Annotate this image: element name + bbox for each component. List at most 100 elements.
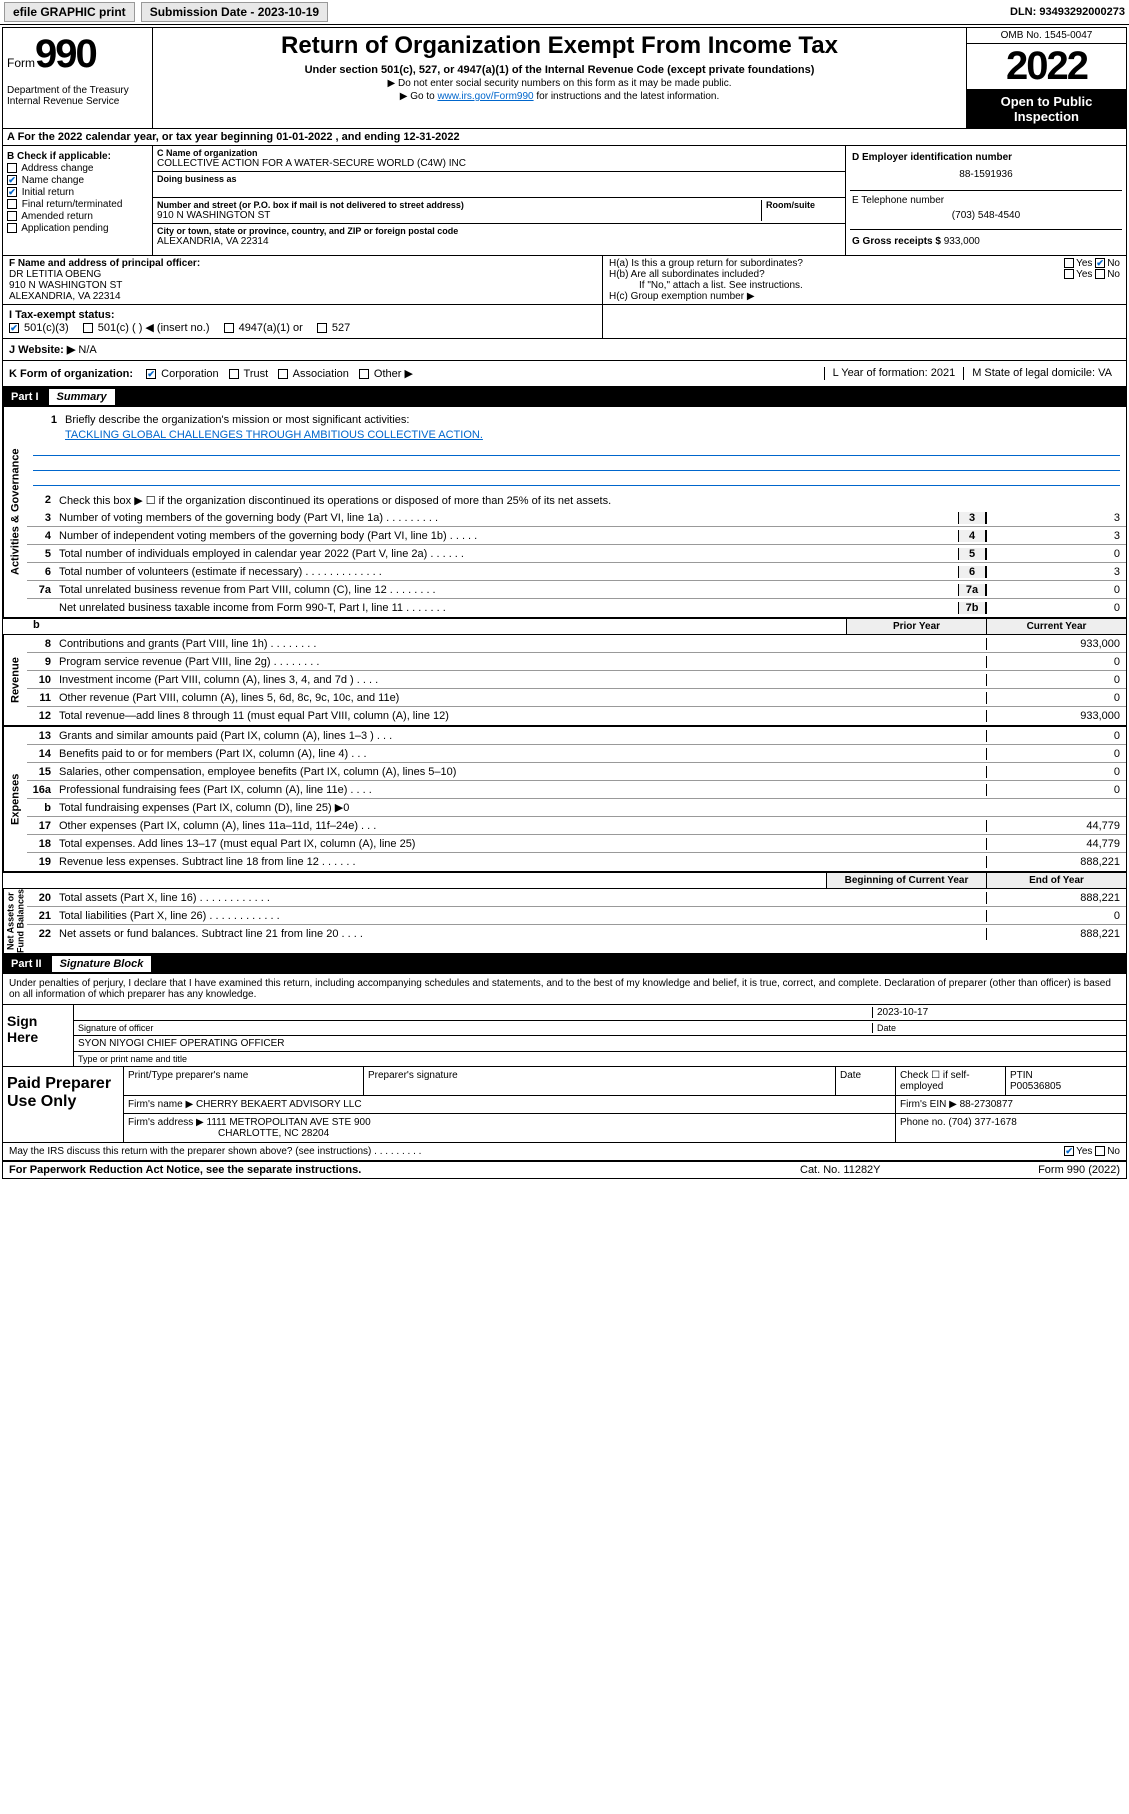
open-inspection-badge: Open to Public Inspection (967, 90, 1126, 128)
gov-line-5: 5Total number of individuals employed in… (27, 545, 1126, 563)
dln-label: DLN: 93493292000273 (1010, 6, 1125, 18)
perjury-statement: Under penalties of perjury, I declare th… (3, 974, 1126, 1005)
form-org-label: K Form of organization: (9, 368, 133, 380)
prep-sig-label: Preparer's signature (364, 1067, 836, 1095)
row-fh: F Name and address of principal officer:… (3, 256, 1126, 305)
telephone-value: (703) 548-4540 (852, 206, 1120, 225)
submission-date-button[interactable]: Submission Date - 2023-10-19 (141, 2, 328, 22)
rev-lines-row-9: 9Program service revenue (Part VIII, lin… (27, 653, 1126, 671)
col-b-checkboxes: B Check if applicable: Address change✔ N… (3, 146, 153, 255)
row-i-tax-status: I Tax-exempt status: ✔ 501(c)(3) 501(c) … (3, 305, 1126, 339)
sig-date: 2023-10-17 (872, 1007, 1122, 1018)
room-label: Room/suite (766, 200, 841, 210)
col-c-org-info: C Name of organization COLLECTIVE ACTION… (153, 146, 846, 255)
signature-block: Under penalties of perjury, I declare th… (3, 974, 1126, 1162)
discuss-question: May the IRS discuss this return with the… (9, 1146, 1064, 1157)
part2-num: Part II (9, 956, 52, 972)
exp-lines-row-19: 19Revenue less expenses. Subtract line 1… (27, 853, 1126, 871)
prep-name-label: Print/Type preparer's name (124, 1067, 364, 1095)
ssn-warning: ▶ Do not enter social security numbers o… (161, 78, 958, 89)
city-label: City or town, state or province, country… (157, 226, 841, 236)
officer-label: F Name and address of principal officer: (9, 258, 596, 269)
firm-name-label: Firm's name ▶ (128, 1099, 193, 1110)
form-title: Return of Organization Exempt From Incom… (161, 32, 958, 60)
firm-name: CHERRY BEKAERT ADVISORY LLC (196, 1099, 362, 1110)
form-org-opt-3[interactable]: Other ▶ (359, 368, 413, 380)
gov-line-7a: 7aTotal unrelated business revenue from … (27, 581, 1126, 599)
tax-status-opt-2[interactable]: 4947(a)(1) or (224, 322, 303, 334)
rev-lines-row-12: 12Total revenue—add lines 8 through 11 (… (27, 707, 1126, 725)
tax-status-label: I Tax-exempt status: (9, 309, 115, 321)
vtab-expenses: Expenses (3, 727, 27, 871)
efile-print-button[interactable]: efile GRAPHIC print (4, 2, 135, 22)
col-current-year: Current Year (986, 619, 1126, 634)
website-label: J Website: ▶ (9, 344, 75, 356)
ptin-value: P00536805 (1010, 1081, 1061, 1092)
sig-officer-label: Signature of officer (78, 1023, 872, 1033)
ha-label: H(a) Is this a group return for subordin… (609, 258, 803, 269)
checkbox-amended-return[interactable]: Amended return (7, 211, 148, 222)
hb-no: No (1107, 269, 1120, 280)
dept-treasury: Department of the Treasury Internal Reve… (7, 85, 148, 107)
officer-street: 910 N WASHINGTON ST (9, 280, 596, 291)
state-domicile: M State of legal domicile: VA (963, 367, 1120, 380)
irs-link[interactable]: www.irs.gov/Form990 (437, 91, 533, 102)
checkbox-address-change[interactable]: Address change (7, 163, 148, 174)
mission-text[interactable]: TACKLING GLOBAL CHALLENGES THROUGH AMBIT… (65, 429, 483, 441)
firm-phone: (704) 377-1678 (948, 1117, 1016, 1128)
col-begin-year: Beginning of Current Year (826, 873, 986, 888)
ptin-label: PTIN (1010, 1070, 1033, 1081)
form-org-opt-1[interactable]: Trust (229, 368, 269, 380)
firm-ein: 88-2730877 (960, 1099, 1013, 1110)
line2-discontinued: Check this box ▶ ☐ if the organization d… (55, 493, 1126, 508)
tax-status-opt-1[interactable]: 501(c) ( ) ◀ (insert no.) (83, 322, 210, 334)
self-employed-check: Check ☐ if self-employed (896, 1067, 1006, 1095)
col-de-right: D Employer identification number 88-1591… (846, 146, 1126, 255)
checkbox-initial-return[interactable]: ✔ Initial return (7, 187, 148, 198)
exp-lines-row-18: 18Total expenses. Add lines 13–17 (must … (27, 835, 1126, 853)
col-end-year: End of Year (986, 873, 1126, 888)
tax-status-opt-0[interactable]: ✔ 501(c)(3) (9, 322, 69, 334)
discuss-no: No (1107, 1146, 1120, 1157)
col-b-header: B Check if applicable: (7, 151, 148, 162)
org-name: COLLECTIVE ACTION FOR A WATER-SECURE WOR… (157, 158, 841, 169)
net-lines-row-20: 20Total assets (Part X, line 16) . . . .… (27, 889, 1126, 907)
checkbox-application-pending[interactable]: Application pending (7, 223, 148, 234)
rev-lines-row-8: 8Contributions and grants (Part VIII, li… (27, 635, 1126, 653)
catalog-number: Cat. No. 11282Y (800, 1164, 980, 1176)
form-org-opt-0[interactable]: ✔ Corporation (146, 368, 219, 380)
year-formation: L Year of formation: 2021 (824, 367, 964, 380)
ha-yes: Yes (1076, 258, 1092, 269)
row-a-tax-year: A For the 2022 calendar year, or tax yea… (3, 129, 1126, 146)
hb-label: H(b) Are all subordinates included? (609, 269, 765, 280)
sig-date-label: Date (872, 1023, 1122, 1033)
city-state-zip: ALEXANDRIA, VA 22314 (157, 236, 841, 247)
omb-number: OMB No. 1545-0047 (967, 28, 1126, 44)
vtab-netassets: Net Assets or Fund Balances (3, 889, 27, 953)
org-name-label: C Name of organization (157, 148, 841, 158)
tax-status-opt-3[interactable]: 527 (317, 322, 350, 334)
exp-lines-row-b: bTotal fundraising expenses (Part IX, co… (27, 799, 1126, 817)
goto-pre: ▶ Go to (400, 91, 438, 102)
row-klm: K Form of organization: ✔ Corporation Tr… (3, 361, 1126, 387)
checkbox-name-change[interactable]: ✔ Name change (7, 175, 148, 186)
firm-city: CHARLOTTE, NC 28204 (128, 1128, 329, 1139)
part1-num: Part I (9, 389, 49, 405)
part1-title: Summary (49, 389, 115, 405)
part2-header: Part II Signature Block (3, 954, 1126, 974)
paid-preparer-label: Paid Preparer Use Only (3, 1067, 123, 1142)
name-title-label: Type or print name and title (78, 1054, 1122, 1064)
form-subtitle: Under section 501(c), 527, or 4947(a)(1)… (161, 64, 958, 76)
dba-label: Doing business as (157, 174, 841, 184)
firm-phone-label: Phone no. (900, 1117, 946, 1128)
gov-line-6: 6Total number of volunteers (estimate if… (27, 563, 1126, 581)
form-org-opt-2[interactable]: Association (278, 368, 349, 380)
rev-lines-row-11: 11Other revenue (Part VIII, column (A), … (27, 689, 1126, 707)
gov-line-3: 3Number of voting members of the governi… (27, 509, 1126, 527)
discuss-yes: Yes (1076, 1146, 1092, 1157)
hb-yes: Yes (1076, 269, 1092, 280)
exp-lines-row-13: 13Grants and similar amounts paid (Part … (27, 727, 1126, 745)
checkbox-final-return-terminated[interactable]: Final return/terminated (7, 199, 148, 210)
sign-here-label: Sign Here (3, 1005, 73, 1066)
hc-label: H(c) Group exemption number ▶ (609, 291, 1120, 302)
